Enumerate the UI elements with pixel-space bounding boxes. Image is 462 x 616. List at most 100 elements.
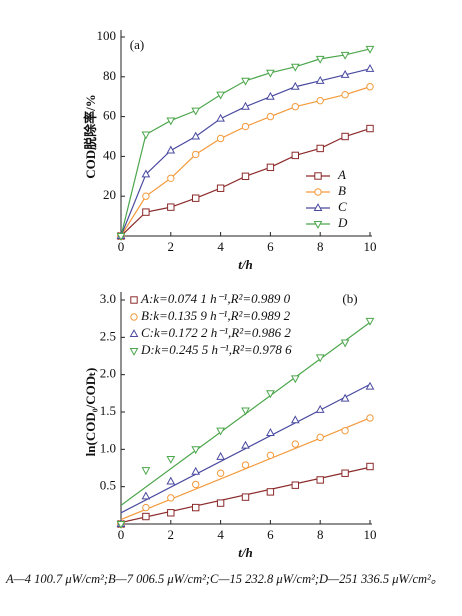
point [266, 451, 275, 460]
point [216, 113, 225, 122]
point [141, 467, 151, 476]
x-tick-label: 0 [118, 239, 125, 254]
point [216, 91, 225, 100]
point [191, 131, 201, 140]
legend-marker [130, 313, 138, 321]
point [315, 404, 325, 413]
point [191, 107, 201, 116]
point [366, 83, 374, 91]
point [266, 163, 275, 172]
y-tick-label: 1.5 [100, 403, 116, 418]
series-line [120, 127, 371, 237]
point [291, 440, 299, 448]
y-tick-label: 1.0 [100, 440, 116, 455]
legend-label: A:k=0.074 1 h⁻¹,R²=0.989 0 [140, 291, 291, 306]
point [167, 494, 175, 502]
x-tick-label: 4 [217, 239, 224, 254]
point [340, 69, 350, 78]
point [365, 45, 375, 54]
y-tick-label: 60 [103, 108, 116, 123]
point [266, 488, 275, 496]
legend-marker [313, 203, 323, 212]
point [266, 112, 275, 121]
point [141, 131, 151, 140]
point [142, 192, 150, 200]
x-axis-label: t/h [238, 257, 252, 272]
point [241, 101, 250, 110]
point [341, 91, 349, 99]
point [340, 51, 350, 60]
point [142, 208, 150, 216]
x-tick-label: 4 [217, 527, 224, 542]
point [290, 415, 300, 424]
point [341, 426, 349, 435]
point [241, 440, 250, 449]
point [241, 493, 250, 501]
point [166, 145, 176, 154]
point [365, 63, 375, 72]
point [366, 124, 374, 133]
point [167, 509, 175, 517]
point [340, 393, 350, 402]
point [216, 451, 225, 460]
panel-label: (a) [130, 37, 144, 52]
point [266, 428, 275, 436]
y-tick-label: 0.5 [100, 478, 116, 493]
point [216, 184, 225, 192]
point [116, 232, 126, 241]
point [266, 390, 275, 399]
point [366, 462, 374, 471]
point [192, 194, 200, 202]
point [290, 81, 300, 90]
point [142, 503, 150, 512]
point [166, 476, 176, 485]
point [192, 503, 200, 512]
x-axis-label: t/h [238, 545, 252, 560]
point [266, 69, 275, 78]
point [365, 381, 375, 390]
point [141, 491, 151, 500]
point [315, 354, 325, 363]
x-tick-label: 2 [168, 527, 175, 542]
legend-label: B:k=0.135 9 h⁻¹,R²=0.989 2 [141, 308, 291, 323]
legend-marker [129, 347, 139, 356]
x-tick-label: 8 [317, 239, 324, 254]
y-axis-label: COD脱除率/% [83, 94, 98, 179]
x-tick-label: 10 [364, 527, 377, 542]
point [191, 446, 201, 455]
y-tick-label: 100 [97, 28, 117, 43]
point [192, 480, 200, 489]
caption: A—4 100.7 μW/cm²;B—7 006.5 μW/cm²;C—15 2… [6, 572, 444, 586]
point [341, 469, 349, 477]
point [316, 433, 324, 442]
y-tick-label: 3.0 [100, 291, 116, 306]
point [216, 427, 225, 436]
point [290, 63, 300, 72]
x-tick-label: 8 [317, 527, 324, 542]
fit-line [120, 417, 371, 521]
point [192, 150, 200, 159]
point [316, 476, 324, 484]
point [142, 512, 150, 521]
x-tick-label: 0 [118, 527, 125, 542]
legend-marker [313, 220, 323, 229]
legend-marker [314, 172, 322, 180]
point [315, 75, 325, 84]
point [341, 132, 349, 141]
point [241, 461, 250, 469]
x-tick-label: 10 [364, 239, 377, 254]
legend-marker [130, 296, 138, 304]
point [291, 481, 300, 489]
point [266, 91, 275, 100]
y-tick-label: 40 [103, 147, 116, 162]
point [315, 55, 325, 64]
x-tick-label: 2 [168, 239, 175, 254]
legend-label: B [338, 183, 346, 198]
point [216, 469, 225, 477]
series-line [120, 68, 371, 237]
point [167, 174, 175, 182]
point [291, 102, 299, 111]
point [241, 407, 250, 416]
